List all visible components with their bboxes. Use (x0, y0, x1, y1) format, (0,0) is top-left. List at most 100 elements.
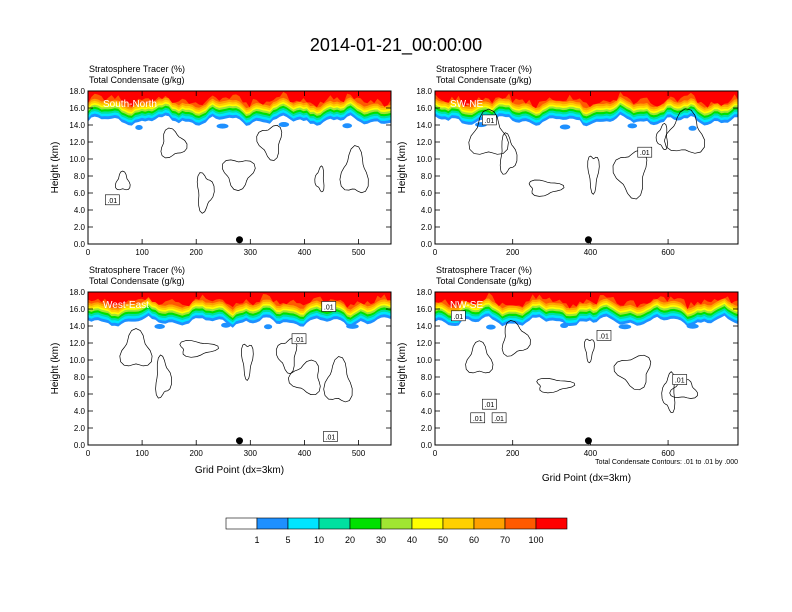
x-tick-label: 500 (352, 449, 366, 458)
x-ticks: 0 200 400 600 (433, 91, 675, 257)
contour-label: .01 (640, 150, 650, 157)
colorbar-swatch (411, 517, 444, 530)
contour-label: .01 (326, 435, 336, 442)
condensate-contour (465, 340, 494, 374)
y-tick-label: 2.0 (421, 223, 433, 232)
colorbar-swatch (256, 517, 289, 530)
condensate-contour (661, 371, 676, 413)
colorbar-swatch (535, 517, 568, 530)
condensate-contour (468, 108, 509, 155)
colorbar-swatch (442, 517, 475, 530)
tracer-shading (435, 292, 738, 330)
y-tick-label: 18.0 (416, 87, 432, 96)
plot-frame (87, 90, 392, 245)
contour-label: .01 (494, 416, 504, 423)
panel-field-2: Total Condensate (g/kg) (89, 75, 185, 85)
colorbar-swatch (225, 517, 258, 530)
y-tick-label: 6.0 (74, 390, 86, 399)
condensate-contour (221, 159, 256, 191)
tracer-shading (88, 91, 391, 130)
panel-label: West-East (103, 300, 149, 311)
condensate-contour (114, 170, 131, 191)
y-tick-label: 6.0 (421, 189, 433, 198)
condensate-contour (323, 356, 353, 403)
y-tick-label: 18.0 (69, 288, 85, 297)
colorbar-swatch (318, 517, 351, 530)
x-tick-label: 0 (86, 248, 91, 257)
contour-label-box (491, 412, 507, 424)
panel-field-1: Stratosphere Tracer (%) (89, 64, 185, 74)
y-tick-label: 8.0 (74, 172, 86, 181)
contour-label: .01 (485, 402, 495, 409)
y-tick-label: 0.0 (74, 240, 86, 249)
colorbar-swatch (380, 517, 413, 530)
tracer-blob (627, 123, 638, 129)
tracer-blob (216, 123, 229, 129)
colorbar-label: 70 (500, 535, 510, 545)
contour-label: .01 (324, 304, 334, 311)
y-tick-label: 2.0 (421, 424, 433, 433)
y-tick-label: 12.0 (416, 138, 432, 147)
y-tick-label: 16.0 (416, 305, 432, 314)
colorbar-label: 20 (345, 535, 355, 545)
condensate-contour (256, 124, 283, 161)
panel-west-east: Stratosphere Tracer (%) Total Condensate… (50, 265, 392, 476)
x-tick-label: 300 (244, 449, 258, 458)
y-tick-label: 10.0 (416, 356, 432, 365)
condensate-contours: .01.01.01.01.01.01 (451, 310, 698, 424)
plot-frame (87, 291, 392, 446)
x-ticks: 0 100 200 300 400 500 (86, 292, 366, 458)
tracer-shading (88, 292, 391, 330)
y-tick-label: 4.0 (421, 407, 433, 416)
condensate-contours: .01 .01 .01 (119, 301, 353, 442)
y-tick-label: 16.0 (69, 104, 85, 113)
condensate-contour (669, 378, 698, 399)
tracer-blob (346, 323, 359, 329)
panel-label: South-North (103, 99, 157, 110)
x-axis-label: Grid Point (dx=3km) (195, 465, 284, 476)
y-tick-label: 4.0 (74, 206, 86, 215)
x-tick-label: 600 (661, 248, 675, 257)
condensate-contour (160, 127, 188, 159)
condensate-contours: .01 (105, 124, 369, 214)
condensate-contour (536, 377, 576, 394)
y-tick-label: 2.0 (74, 424, 86, 433)
location-marker (236, 437, 243, 445)
colorbar: 1 5 10 20 30 40 50 60 70 100 (225, 517, 568, 545)
y-tick-label: 10.0 (416, 155, 432, 164)
location-marker (584, 236, 592, 244)
tracer-band (435, 292, 738, 310)
x-tick-label: 400 (298, 248, 312, 257)
condensate-contour (584, 338, 595, 364)
x-tick-label: 0 (433, 449, 438, 458)
tracer-blob (559, 124, 571, 130)
contour-label-box (637, 146, 653, 158)
x-tick-label: 300 (244, 248, 258, 257)
y-tick-label: 6.0 (74, 189, 86, 198)
y-tick-label: 14.0 (416, 121, 432, 130)
x-tick-label: 200 (190, 248, 204, 257)
x-tick-label: 400 (584, 248, 598, 257)
panel-field-2: Total Condensate (g/kg) (436, 75, 532, 85)
y-tick-label: 2.0 (74, 223, 86, 232)
colorbar-swatch (504, 517, 537, 530)
condensate-contour (196, 172, 215, 214)
y-tick-label: 18.0 (416, 288, 432, 297)
panel-sw-ne: Stratosphere Tracer (%) Total Condensate… (397, 64, 739, 257)
colorbar-label: 100 (528, 535, 543, 545)
contour-label-box (291, 333, 307, 345)
y-tick-label: 8.0 (421, 373, 433, 382)
condensate-contour (501, 320, 531, 357)
figure-title: 2014-01-21_00:00:00 (310, 35, 482, 56)
condensate-contour (339, 145, 369, 194)
contour-label: .01 (107, 198, 117, 205)
contour-label-box (470, 412, 486, 424)
x-tick-label: 0 (433, 248, 438, 257)
x-tick-label: 100 (135, 248, 149, 257)
tracer-blob (263, 324, 273, 330)
condensate-contour (664, 108, 706, 154)
x-tick-label: 200 (506, 449, 520, 458)
colorbar-label: 40 (407, 535, 417, 545)
y-tick-label: 16.0 (416, 104, 432, 113)
